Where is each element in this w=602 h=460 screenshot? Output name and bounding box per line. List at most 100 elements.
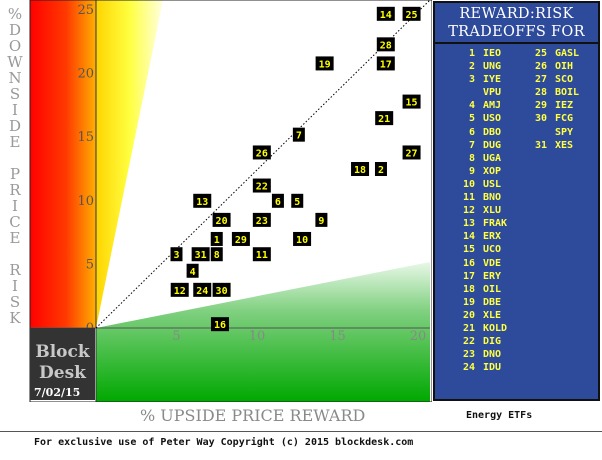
legend-item-ticker: XLU <box>483 205 502 217</box>
point-label: 27 <box>406 148 418 159</box>
y-tick-label: 10 <box>77 194 94 209</box>
point-label: 19 <box>319 59 331 70</box>
chart-subtitle: Energy ETFs <box>466 410 533 421</box>
y-axis-label-char: R <box>9 261 21 279</box>
legend-title: REWARD:RISK TRADEOFFS FOR <box>435 5 598 41</box>
legend-item-ticker: OIL <box>483 283 502 295</box>
point-label: 11 <box>256 250 268 261</box>
legend-item-ticker: UNG <box>483 61 502 73</box>
point-marker-box <box>351 162 370 176</box>
point-label: 2 <box>378 165 384 176</box>
point-marker-box <box>315 56 334 71</box>
legend-item-ticker: IYE <box>483 74 502 86</box>
legend-item-number: 22 <box>462 336 475 348</box>
point-marker-box <box>193 193 212 208</box>
y-tick-label: 5 <box>86 257 94 272</box>
legend-item-ticker: DNO <box>483 349 502 361</box>
point-label: 29 <box>235 235 247 246</box>
point-marker-2: 2 <box>374 162 387 176</box>
point-label: 5 <box>294 197 300 208</box>
point-marker-3: 3 <box>170 247 183 262</box>
y-axis-label-char: I <box>12 101 18 119</box>
point-marker-10: 10 <box>293 231 312 246</box>
point-label: 30 <box>216 286 228 297</box>
y-axis-label-char: E <box>9 133 21 151</box>
point-label: 22 <box>256 182 268 193</box>
legend-item: 29 IEZ <box>525 99 579 112</box>
legend-item-ticker: XLE <box>483 309 502 321</box>
date-label: 7/02/15 <box>34 386 81 399</box>
legend-item: 5 USO <box>453 112 507 125</box>
footer-divider <box>0 431 602 432</box>
y-axis-label: % D O W N S I D E P R I C E R I S K <box>0 0 30 330</box>
legend-item: 20 XLE <box>453 309 507 322</box>
y-axis-label-char: S <box>9 293 21 311</box>
y-axis-label-char: O <box>8 37 22 55</box>
point-marker-8: 8 <box>210 247 223 262</box>
legend-item-number: 30 <box>534 113 547 125</box>
y-axis-label-char: S <box>9 85 21 103</box>
point-label: 10 <box>296 235 308 246</box>
point-marker-box <box>210 317 229 332</box>
legend-item: 14 ERX <box>453 230 507 243</box>
point-marker-1: 1 <box>210 231 223 246</box>
point-marker-box <box>376 37 395 52</box>
point-marker-5: 5 <box>291 193 304 208</box>
point-marker-26: 26 <box>252 145 271 160</box>
legend-item-ticker: IEZ <box>555 100 574 112</box>
point-label: 17 <box>380 59 392 70</box>
y-axis-label-char: R <box>9 181 21 199</box>
data-points: 1234567891011121314151617181920212223242… <box>170 6 421 332</box>
legend-item-number: 14 <box>462 231 475 243</box>
legend-item-number: 17 <box>462 270 475 282</box>
point-label: 24 <box>196 286 208 297</box>
legend-item-number: 29 <box>534 100 547 112</box>
legend-item: 31 XES <box>525 139 579 152</box>
point-marker-box <box>315 212 328 227</box>
legend-item-ticker: DBE <box>483 296 502 308</box>
point-label: 9 <box>318 216 324 227</box>
legend-item-ticker: XOP <box>483 165 502 177</box>
legend-item-number: 4 <box>468 100 475 112</box>
brand-line1: Block <box>35 342 90 362</box>
point-marker-21: 21 <box>375 111 394 126</box>
y-axis-label-char: E <box>9 229 21 247</box>
legend-divider <box>435 42 598 44</box>
legend-item-ticker: DIG <box>483 336 502 348</box>
x-tick-labels: 5 10 15 20 <box>172 329 426 344</box>
legend-item-number: 3 <box>468 74 475 86</box>
legend-item-number: 27 <box>534 74 547 86</box>
point-marker-box <box>293 231 312 246</box>
risk-zone-yellow <box>96 0 163 328</box>
point-marker-28: 28 <box>376 37 395 52</box>
legend-item-ticker: FCG <box>555 113 574 125</box>
legend-item: 7 DUG <box>453 139 507 152</box>
y-axis-label-char: D <box>8 21 22 39</box>
point-marker-24: 24 <box>193 282 212 297</box>
legend-item-number: 24 <box>462 362 475 374</box>
legend-item: 12 XLU <box>453 204 507 217</box>
brand-line2: Desk <box>39 363 86 383</box>
legend-item: 2 UNG <box>453 60 507 73</box>
legend-item-ticker: SCO <box>555 74 574 86</box>
legend-item-number: 6 <box>468 126 475 138</box>
y-axis-label-char: D <box>8 117 22 135</box>
legend-item-ticker: USO <box>483 113 502 125</box>
point-marker-14: 14 <box>376 6 395 21</box>
legend-item-number: 1 <box>468 48 475 59</box>
legend-item-number: 8 <box>468 152 475 164</box>
point-marker-6: 6 <box>271 193 284 208</box>
legend-column-right: 25 GASL 26 OIH 27 SCO 28 BOIL 29 IEZ 30 FCG SPY 31 XES <box>525 47 579 152</box>
point-marker-box <box>375 111 394 126</box>
risk-zone-red <box>30 0 96 328</box>
legend-item: 3 IYE <box>453 73 507 86</box>
point-marker-box <box>402 6 421 21</box>
point-marker-box <box>376 56 395 71</box>
legend-item: 19 DBE <box>453 296 507 309</box>
y-axis-label-char: I <box>12 197 18 215</box>
point-label: 1 <box>214 235 220 246</box>
legend-item: 27 SCO <box>525 73 579 86</box>
point-marker-box <box>252 145 271 160</box>
brand-name: Block Desk <box>30 342 95 384</box>
point-marker-box <box>212 282 231 297</box>
